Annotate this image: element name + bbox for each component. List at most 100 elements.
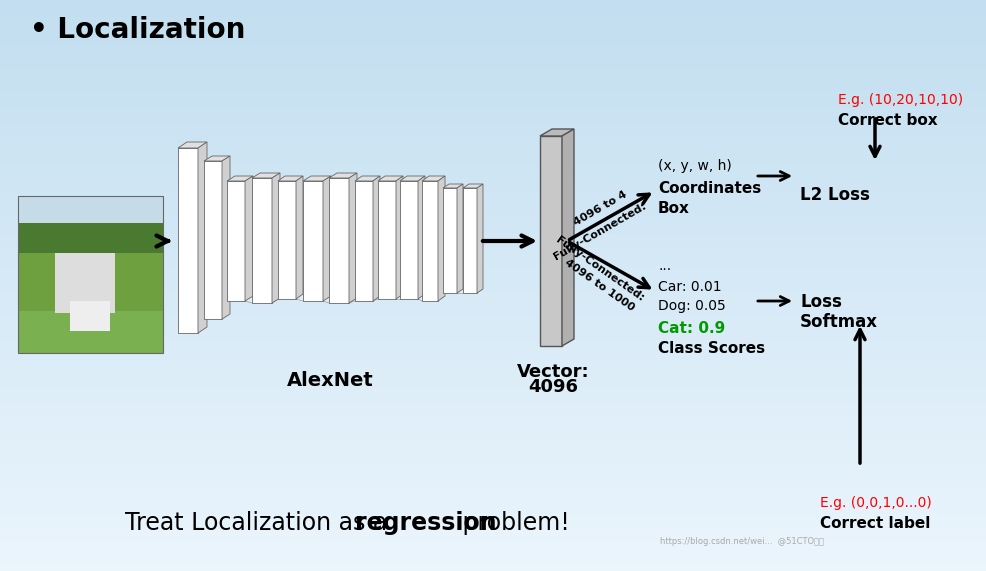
Bar (0, 468, 986, 471)
Bar (251, 178, 272, 303)
Bar (0, 505, 986, 508)
Bar (0, 568, 986, 571)
Bar (0, 57, 986, 60)
Bar (0, 197, 986, 200)
Bar (0, 100, 986, 103)
Bar (0, 91, 986, 94)
Text: Fully-Connected:: Fully-Connected: (553, 235, 645, 303)
Bar (0, 431, 986, 434)
Bar (0, 89, 986, 91)
Bar (0, 166, 986, 168)
Bar (0, 103, 986, 106)
Bar (18, 291, 163, 351)
Polygon shape (395, 176, 402, 299)
Bar (0, 508, 986, 511)
Bar (0, 554, 986, 557)
Bar (0, 445, 986, 448)
Text: (x, y, w, h): (x, y, w, h) (658, 159, 731, 173)
Bar (0, 485, 986, 488)
Bar (0, 397, 986, 400)
Bar (0, 374, 986, 377)
Bar (177, 148, 198, 333)
Bar (0, 288, 986, 291)
Bar (0, 206, 986, 208)
Bar (0, 117, 986, 120)
Text: Loss: Loss (800, 293, 841, 311)
Bar (0, 51, 986, 54)
Bar (0, 157, 986, 160)
Bar (0, 280, 986, 283)
Bar (0, 297, 986, 300)
Polygon shape (177, 142, 207, 148)
Text: Vector:: Vector: (516, 363, 589, 381)
Polygon shape (399, 176, 425, 181)
Bar (0, 531, 986, 534)
Bar (0, 97, 986, 100)
Bar (328, 178, 349, 303)
Text: Fully-Connected:: Fully-Connected: (551, 201, 648, 262)
Bar (0, 263, 986, 266)
Bar (0, 494, 986, 497)
Bar (0, 17, 986, 20)
Polygon shape (438, 181, 443, 301)
Bar (0, 20, 986, 23)
Bar (0, 260, 986, 263)
Bar (0, 83, 986, 86)
Polygon shape (373, 181, 378, 301)
Bar (0, 223, 986, 226)
Bar (55, 253, 115, 313)
Text: Correct label: Correct label (819, 516, 930, 531)
Bar (0, 420, 986, 423)
Bar (0, 226, 986, 228)
Text: https://blog.csdn.net/wei...  @51CTO博客: https://blog.csdn.net/wei... @51CTO博客 (660, 537, 823, 545)
Bar (0, 200, 986, 203)
Bar (0, 6, 986, 9)
Bar (0, 354, 986, 357)
Bar (0, 183, 986, 186)
Bar (0, 231, 986, 234)
Polygon shape (251, 173, 280, 178)
Bar (0, 414, 986, 417)
Bar (0, 520, 986, 522)
Bar (0, 211, 986, 214)
Polygon shape (303, 176, 330, 181)
Polygon shape (349, 173, 357, 303)
Bar (0, 29, 986, 31)
Bar (0, 177, 986, 180)
Bar (0, 251, 986, 254)
Bar (0, 131, 986, 134)
Bar (0, 511, 986, 514)
Bar (0, 491, 986, 494)
Bar (539, 136, 561, 346)
Bar (0, 291, 986, 294)
Polygon shape (204, 156, 230, 161)
Bar (0, 300, 986, 303)
Bar (0, 174, 986, 177)
Text: 4096 to 4: 4096 to 4 (571, 189, 628, 227)
Bar (0, 471, 986, 474)
Bar (204, 161, 222, 319)
Polygon shape (198, 148, 204, 333)
Bar (0, 548, 986, 551)
Bar (0, 423, 986, 425)
Bar (0, 203, 986, 206)
Bar (0, 77, 986, 80)
Bar (0, 257, 986, 260)
Text: 4096 to 1000: 4096 to 1000 (563, 258, 636, 313)
Bar (0, 194, 986, 197)
Bar (0, 0, 986, 3)
Bar (18, 241, 163, 351)
Bar (0, 266, 986, 268)
Bar (462, 188, 476, 293)
Bar (0, 328, 986, 331)
Bar (0, 120, 986, 123)
Bar (0, 163, 986, 166)
Bar (0, 448, 986, 451)
Bar (0, 114, 986, 117)
Bar (0, 345, 986, 348)
Bar (0, 323, 986, 325)
Bar (0, 37, 986, 40)
Bar (0, 400, 986, 403)
Bar (0, 240, 986, 243)
Bar (0, 562, 986, 565)
